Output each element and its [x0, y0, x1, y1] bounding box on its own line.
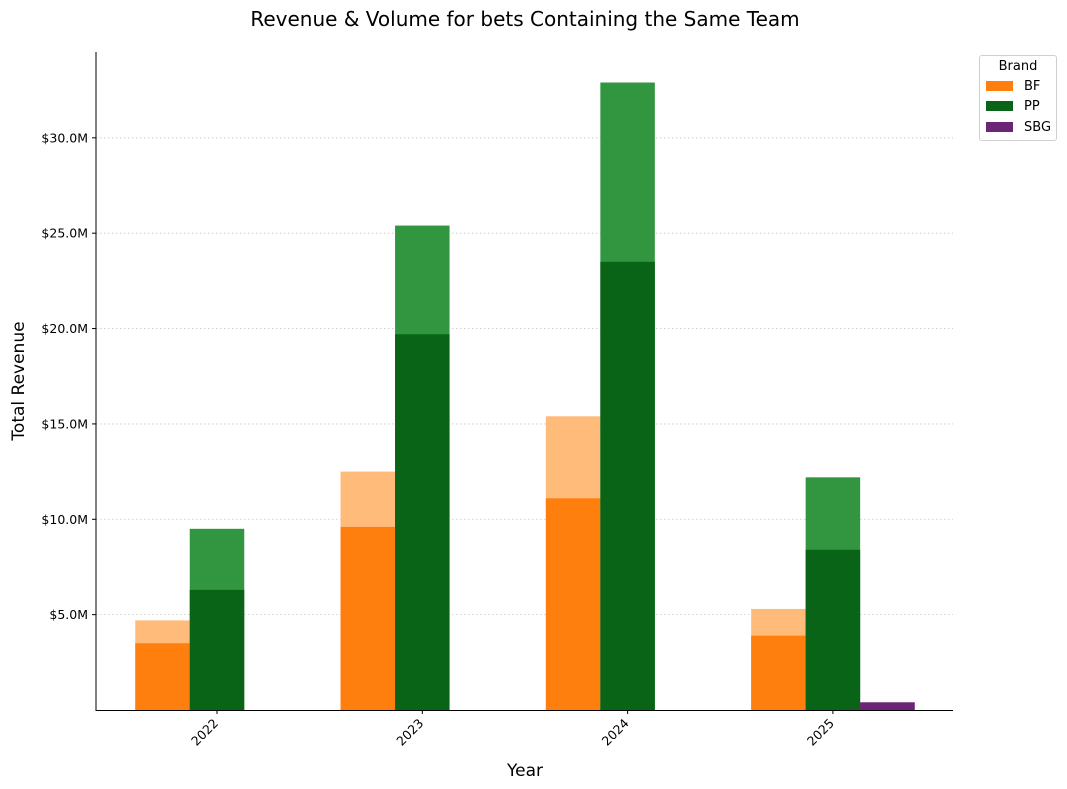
y-tick-label: $25.0M [41, 226, 88, 241]
x-tick-label: 2024 [599, 715, 632, 748]
y-tick-label: $30.0M [41, 130, 88, 145]
x-tick-label: 2022 [188, 716, 221, 749]
legend-label-bf: BF [1024, 78, 1041, 94]
y-ticks: $5.0M $10.0M $15.0M $20.0M $25.0M $30.0M [41, 130, 96, 622]
x-tick-label: 2023 [393, 716, 426, 749]
y-tick-label: $20.0M [41, 321, 88, 336]
legend-swatch-pp [986, 101, 1013, 111]
grid-lines [96, 137, 953, 616]
bar-revenue-bf-2025 [751, 635, 806, 710]
legend-label-sbg: SBG [1024, 119, 1052, 135]
bar-revenue-bf-2024 [545, 498, 601, 710]
x-tick-label: 2025 [804, 716, 837, 749]
legend-item-pp: PP [986, 97, 1040, 115]
legend-title: Brand [998, 59, 1038, 74]
legend-label-pp: PP [1024, 98, 1040, 114]
x-axis-label: Year [506, 761, 543, 781]
y-axis-label: Total Revenue [9, 321, 29, 441]
legend-swatch-sbg [986, 122, 1013, 132]
bar-revenue-pp-2023 [395, 334, 450, 710]
legend: Brand BF PP SBG [979, 55, 1057, 141]
y-tick-label: $10.0M [41, 512, 88, 527]
legend-item-bf: BF [986, 77, 1040, 95]
chart-title: Revenue & Volume for bets Containing the… [250, 7, 799, 31]
bars-group [135, 82, 915, 711]
legend-swatch-bf [986, 81, 1013, 91]
bar-revenue-pp-2022 [189, 589, 245, 710]
bar-revenue-bf-2023 [340, 526, 396, 710]
legend-item-sbg: SBG [986, 118, 1051, 136]
y-tick-label: $15.0M [41, 416, 88, 431]
y-tick-label: $5.0M [49, 607, 88, 622]
bar-revenue-pp-2025 [805, 549, 861, 710]
bar-revenue-pp-2024 [600, 261, 655, 710]
bar-revenue-sbg-2025 [860, 702, 915, 710]
bar-revenue-bf-2022 [135, 643, 190, 710]
x-ticks: 2022 2023 2024 2025 [188, 710, 837, 749]
